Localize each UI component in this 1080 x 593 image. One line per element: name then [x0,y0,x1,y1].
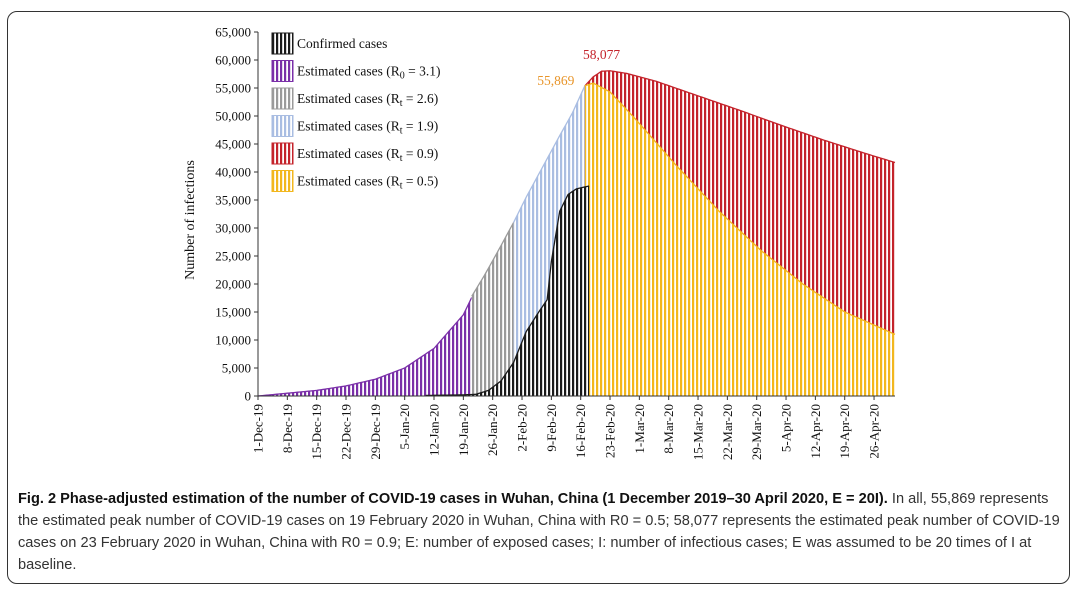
series-line-5 [425,185,590,397]
y-tick-label: 45,000 [215,137,251,152]
legend-item: Estimated cases (Rt = 0.5) [271,170,438,192]
legend-item: Estimated cases (Rt = 0.9) [271,142,438,165]
y-tick-label: 10,000 [215,333,251,348]
figure-frame [7,11,1070,584]
chart: 0 5,000 10,000 15,000 20,000 25,000 30,000 35,0… [183,25,896,460]
legend-item: Estimated cases (Rt = 2.6) [271,87,438,110]
series-0 [257,297,473,397]
legend-swatch [271,32,294,55]
series-4 [584,82,896,396]
x-tick-label: 29-Dec-19 [368,404,383,460]
x-tick-label: 5-Apr-20 [779,404,794,452]
series-area-0 [258,297,472,396]
caption-body: In all, 55,869 represents the estimated … [18,491,1060,573]
series-area-4 [584,83,895,396]
y-axis-label: Number of infections [183,160,198,280]
x-tick-label: 22-Dec-19 [339,404,354,460]
x-tick-label: 19-Jan-20 [456,404,471,456]
x-tick-label: 15-Mar-20 [691,404,706,460]
legend-swatch [271,142,294,165]
series-line-2 [513,85,586,223]
x-tick-label: 22-Mar-20 [720,404,735,460]
y-tick-label: 0 [245,389,252,404]
legend-swatch [271,60,294,82]
x-tick-label: 29-Mar-20 [749,404,764,460]
y-tick-label: 30,000 [215,221,251,236]
figure-caption: Fig. 2 Phase-adjusted estimation of the … [18,488,1063,576]
legend-label: Estimated cases (Rt = 0.5) [297,174,438,192]
series-area-5 [425,186,590,396]
series-area-1 [471,222,514,396]
x-tick-label: 26-Jan-20 [485,404,500,456]
x-tick-label: 8-Mar-20 [661,404,676,454]
legend-item: Estimated cases (Rt = 1.9) [271,115,438,137]
x-tick-label: 1-Dec-19 [251,404,266,453]
y-tick-label: 55,000 [215,81,251,96]
y-tick-label: 5,000 [222,361,251,376]
x-tick-label: 16-Feb-20 [573,404,588,458]
x-tick-label: 12-Apr-20 [808,404,823,459]
series-1 [471,222,515,396]
series-line-0 [257,297,473,397]
y-tick-label: 35,000 [215,193,251,208]
peak-annotation: 58,077 [583,47,620,62]
series-5 [425,185,590,397]
legend-label: Estimated cases (R0 = 3.1) [297,64,440,82]
legend-swatch [271,170,294,192]
x-tick-label: 2-Feb-20 [515,404,530,452]
y-tick-label: 40,000 [215,165,251,180]
x-tick-label: 9-Feb-20 [544,404,559,452]
legend-label: Estimated cases (Rt = 1.9) [297,119,438,137]
x-tick-label: 8-Dec-19 [280,404,295,453]
series-line-4 [584,82,896,335]
legend-label: Estimated cases (Rt = 0.9) [297,146,438,164]
legend-swatch [271,115,294,137]
x-tick-label: 5-Jan-20 [397,404,412,450]
legend-item: Estimated cases (R0 = 3.1) [271,60,440,82]
series-line-3 [584,70,896,164]
y-tick-label: 60,000 [215,53,251,68]
x-tick-label: 26-Apr-20 [867,404,882,459]
series-line-1 [471,222,515,297]
y-tick-label: 50,000 [215,109,251,124]
y-tick-label: 15,000 [215,305,251,320]
legend-swatch [271,87,294,110]
caption-title: Fig. 2 Phase-adjusted estimation of the … [18,491,888,507]
legend-label: Estimated cases (Rt = 2.6) [297,91,438,109]
peak-annotation: 55,869 [537,73,574,88]
y-tick-label: 65,000 [215,25,251,40]
x-tick-label: 15-Dec-19 [309,404,324,460]
y-tick-label: 20,000 [215,277,251,292]
legend-item: Confirmed cases [271,32,387,55]
y-tick-label: 25,000 [215,249,251,264]
x-tick-label: 1-Mar-20 [632,404,647,454]
legend-label: Confirmed cases [297,36,387,51]
x-tick-label: 19-Apr-20 [837,404,852,459]
x-tick-label: 23-Feb-20 [603,404,618,458]
x-tick-label: 12-Jan-20 [427,404,442,456]
